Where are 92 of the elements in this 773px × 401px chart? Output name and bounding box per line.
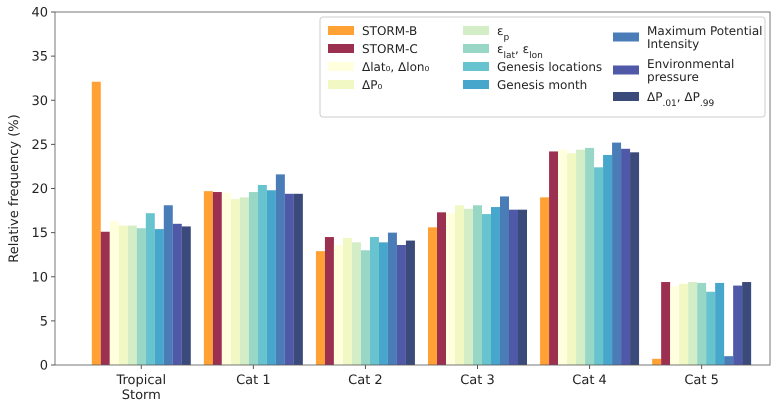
bar [230, 199, 240, 365]
bar [630, 152, 640, 365]
bar [266, 190, 276, 365]
bar [258, 184, 267, 365]
bar [294, 194, 303, 365]
legend-label: Δlat₀, Δlon₀ [362, 60, 430, 74]
bar [352, 242, 361, 365]
bar [204, 191, 213, 365]
y-tick-label: 30 [31, 94, 48, 109]
bar [706, 292, 716, 365]
bar [146, 213, 155, 365]
legend-label: Genesis locations [497, 60, 602, 74]
y-axis-title: Relative frequency (%) [7, 114, 22, 263]
legend-label: Environmental pressure [647, 57, 734, 84]
bar [567, 153, 576, 365]
bar [558, 150, 568, 365]
bar [500, 196, 509, 365]
bar [92, 82, 101, 365]
bar [491, 207, 500, 365]
y-tick-label: 15 [31, 226, 48, 242]
x-tick-label: Cat 4 [572, 373, 607, 388]
x-tick-label: Cat 5 [684, 373, 719, 388]
legend-label: Genesis month [497, 78, 588, 92]
bar [118, 226, 128, 365]
bar [621, 148, 630, 365]
bar [464, 208, 473, 365]
bar [154, 229, 164, 365]
bar [334, 244, 343, 365]
bar [603, 154, 612, 365]
bar [324, 237, 334, 365]
bar [378, 242, 388, 365]
y-tick-label: 0 [40, 358, 48, 374]
bar [697, 282, 706, 365]
bar [240, 197, 249, 365]
bar [482, 214, 491, 365]
x-tick-label: Cat 3 [460, 373, 495, 388]
legend-label: STORM-C [362, 42, 418, 56]
legend-label: ε$_{p}$ [497, 24, 510, 43]
bar [670, 286, 680, 365]
bar [110, 221, 119, 365]
bar [585, 148, 594, 365]
legend-label: ΔP₀ [362, 78, 382, 92]
bar [406, 240, 415, 365]
bar [212, 192, 222, 365]
bar [724, 356, 734, 365]
bar [742, 282, 752, 365]
x-tick-label: Cat 2 [348, 373, 383, 388]
bar [679, 284, 688, 365]
bar [473, 205, 482, 365]
y-tick-label: 25 [31, 138, 48, 153]
bar [100, 232, 110, 365]
bar [576, 150, 586, 365]
legend-label: ε$_{lat}$, ε$_{lon}$ [497, 42, 543, 61]
bar [733, 286, 742, 365]
bar [276, 174, 285, 365]
bar [182, 226, 191, 365]
y-tick-label: 10 [31, 270, 48, 286]
bar [549, 151, 558, 365]
bar [612, 142, 622, 365]
bar [661, 282, 670, 365]
x-tick-label: Tropical Storm [115, 373, 166, 401]
bar [688, 282, 698, 365]
bar [715, 282, 724, 365]
bar [342, 238, 352, 365]
bar [437, 212, 446, 365]
y-tick-label: 5 [40, 314, 48, 330]
bar [455, 205, 464, 365]
bar [284, 194, 294, 365]
bar [370, 237, 379, 365]
bar [316, 251, 325, 365]
bar [396, 244, 406, 365]
legend-label: ΔP$_{.01}$, ΔP$_{.99}$ [647, 90, 714, 109]
bar [594, 167, 604, 365]
bar [164, 205, 173, 365]
bar [136, 228, 146, 365]
y-tick-label: 35 [31, 50, 48, 65]
bar [388, 232, 397, 365]
x-tick-label: Cat 1 [236, 373, 271, 388]
bar [128, 226, 137, 365]
y-tick-label: 20 [31, 182, 48, 198]
bar [248, 192, 258, 365]
bar [540, 197, 550, 365]
y-tick-label: 40 [31, 6, 48, 21]
bar [509, 210, 518, 365]
bar [446, 213, 455, 365]
bar [360, 250, 370, 365]
bar [428, 227, 437, 365]
bar [172, 224, 182, 365]
bar [518, 210, 527, 365]
bar [222, 192, 231, 365]
legend-label: Maximum Potential Intensity [647, 24, 763, 51]
legend-label: STORM-B [362, 24, 418, 38]
